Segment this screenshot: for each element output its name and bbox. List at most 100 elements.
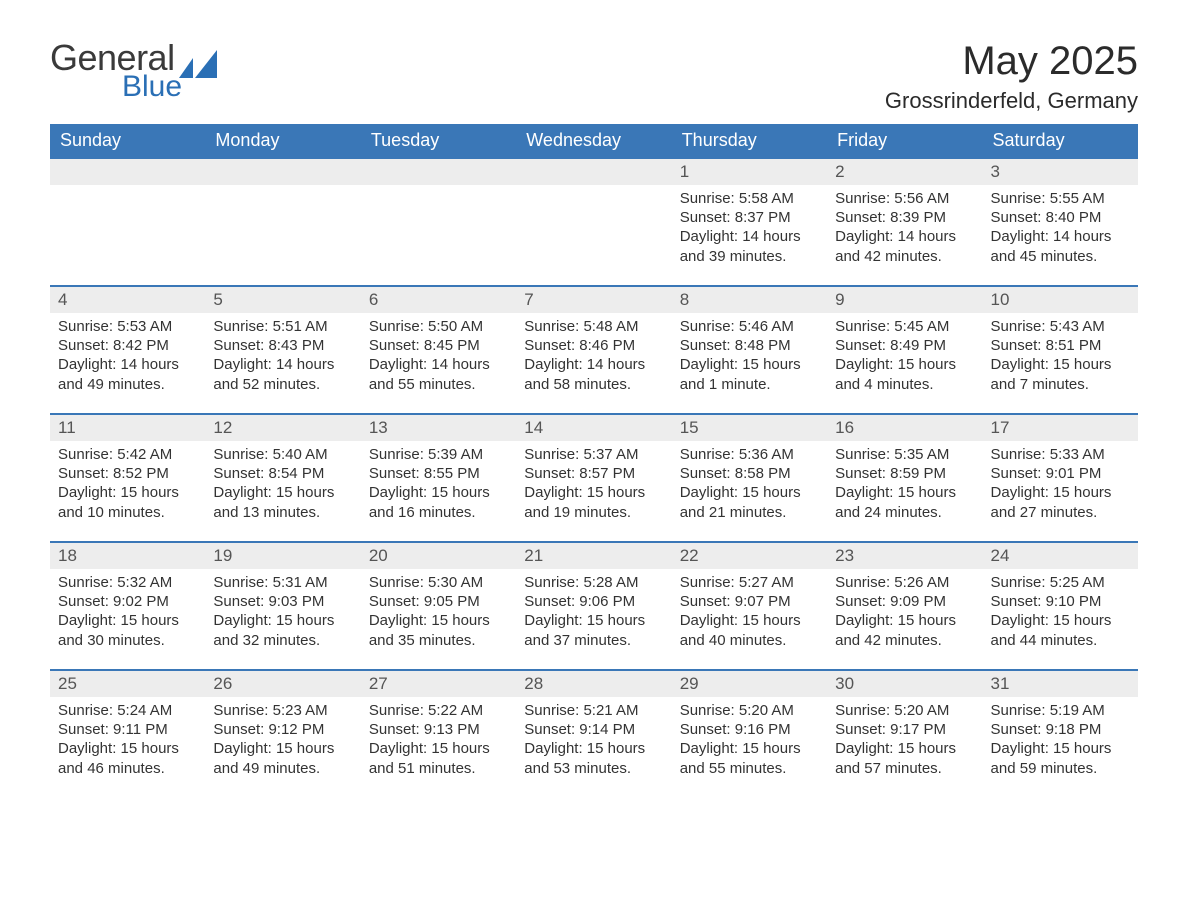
weekday-header: Monday — [205, 124, 360, 157]
sunset-text: Sunset: 8:51 PM — [991, 336, 1130, 355]
page-title: May 2025 — [885, 40, 1138, 82]
day-details: Sunrise: 5:55 AMSunset: 8:40 PMDaylight:… — [983, 185, 1138, 272]
daylight-text: Daylight: 15 hours and 1 minute. — [680, 355, 819, 393]
sunset-text: Sunset: 9:17 PM — [835, 720, 974, 739]
day-details: Sunrise: 5:40 AMSunset: 8:54 PMDaylight:… — [205, 441, 360, 528]
calendar-head: SundayMondayTuesdayWednesdayThursdayFrid… — [50, 124, 1138, 157]
daylight-text: Daylight: 15 hours and 19 minutes. — [524, 483, 663, 521]
sunrise-text: Sunrise: 5:22 AM — [369, 701, 508, 720]
day-number: 19 — [205, 541, 360, 569]
page-subtitle: Grossrinderfeld, Germany — [885, 88, 1138, 114]
weekday-header: Saturday — [983, 124, 1138, 157]
day-number: 11 — [50, 413, 205, 441]
weekday-header: Thursday — [672, 124, 827, 157]
weekday-header: Wednesday — [516, 124, 671, 157]
day-details — [516, 185, 671, 195]
daylight-text: Daylight: 15 hours and 10 minutes. — [58, 483, 197, 521]
daylight-text: Daylight: 15 hours and 4 minutes. — [835, 355, 974, 393]
sunset-text: Sunset: 9:09 PM — [835, 592, 974, 611]
calendar-cell: 31Sunrise: 5:19 AMSunset: 9:18 PMDayligh… — [983, 669, 1138, 797]
day-number — [361, 157, 516, 185]
sunset-text: Sunset: 8:39 PM — [835, 208, 974, 227]
sunset-text: Sunset: 9:16 PM — [680, 720, 819, 739]
daylight-text: Daylight: 15 hours and 13 minutes. — [213, 483, 352, 521]
day-details: Sunrise: 5:31 AMSunset: 9:03 PMDaylight:… — [205, 569, 360, 656]
daylight-text: Daylight: 15 hours and 24 minutes. — [835, 483, 974, 521]
daylight-text: Daylight: 14 hours and 55 minutes. — [369, 355, 508, 393]
sunrise-text: Sunrise: 5:40 AM — [213, 445, 352, 464]
sunrise-text: Sunrise: 5:42 AM — [58, 445, 197, 464]
day-number: 1 — [672, 157, 827, 185]
day-details: Sunrise: 5:39 AMSunset: 8:55 PMDaylight:… — [361, 441, 516, 528]
sunset-text: Sunset: 9:03 PM — [213, 592, 352, 611]
calendar-body: 1Sunrise: 5:58 AMSunset: 8:37 PMDaylight… — [50, 157, 1138, 797]
day-number: 22 — [672, 541, 827, 569]
calendar-cell: 30Sunrise: 5:20 AMSunset: 9:17 PMDayligh… — [827, 669, 982, 797]
calendar-cell: 26Sunrise: 5:23 AMSunset: 9:12 PMDayligh… — [205, 669, 360, 797]
daylight-text: Daylight: 15 hours and 46 minutes. — [58, 739, 197, 777]
sunrise-text: Sunrise: 5:53 AM — [58, 317, 197, 336]
day-number: 5 — [205, 285, 360, 313]
sunset-text: Sunset: 9:07 PM — [680, 592, 819, 611]
day-number — [50, 157, 205, 185]
day-number: 4 — [50, 285, 205, 313]
calendar-cell: 16Sunrise: 5:35 AMSunset: 8:59 PMDayligh… — [827, 413, 982, 541]
calendar-cell: 9Sunrise: 5:45 AMSunset: 8:49 PMDaylight… — [827, 285, 982, 413]
sunrise-text: Sunrise: 5:56 AM — [835, 189, 974, 208]
calendar-cell: 15Sunrise: 5:36 AMSunset: 8:58 PMDayligh… — [672, 413, 827, 541]
day-number: 23 — [827, 541, 982, 569]
day-details: Sunrise: 5:23 AMSunset: 9:12 PMDaylight:… — [205, 697, 360, 784]
calendar-week: 25Sunrise: 5:24 AMSunset: 9:11 PMDayligh… — [50, 669, 1138, 797]
day-details: Sunrise: 5:20 AMSunset: 9:16 PMDaylight:… — [672, 697, 827, 784]
daylight-text: Daylight: 15 hours and 55 minutes. — [680, 739, 819, 777]
daylight-text: Daylight: 15 hours and 7 minutes. — [991, 355, 1130, 393]
day-number: 31 — [983, 669, 1138, 697]
calendar-cell: 17Sunrise: 5:33 AMSunset: 9:01 PMDayligh… — [983, 413, 1138, 541]
day-number: 10 — [983, 285, 1138, 313]
calendar-cell: 25Sunrise: 5:24 AMSunset: 9:11 PMDayligh… — [50, 669, 205, 797]
calendar-cell — [361, 157, 516, 285]
day-details: Sunrise: 5:32 AMSunset: 9:02 PMDaylight:… — [50, 569, 205, 656]
sunset-text: Sunset: 9:05 PM — [369, 592, 508, 611]
day-number: 6 — [361, 285, 516, 313]
day-details: Sunrise: 5:43 AMSunset: 8:51 PMDaylight:… — [983, 313, 1138, 400]
weekday-row: SundayMondayTuesdayWednesdayThursdayFrid… — [50, 124, 1138, 157]
day-details: Sunrise: 5:24 AMSunset: 9:11 PMDaylight:… — [50, 697, 205, 784]
day-details: Sunrise: 5:51 AMSunset: 8:43 PMDaylight:… — [205, 313, 360, 400]
sunset-text: Sunset: 8:43 PM — [213, 336, 352, 355]
calendar-cell — [50, 157, 205, 285]
day-details: Sunrise: 5:21 AMSunset: 9:14 PMDaylight:… — [516, 697, 671, 784]
day-details — [205, 185, 360, 195]
sunset-text: Sunset: 9:01 PM — [991, 464, 1130, 483]
daylight-text: Daylight: 15 hours and 59 minutes. — [991, 739, 1130, 777]
daylight-text: Daylight: 15 hours and 51 minutes. — [369, 739, 508, 777]
calendar-cell: 7Sunrise: 5:48 AMSunset: 8:46 PMDaylight… — [516, 285, 671, 413]
sunrise-text: Sunrise: 5:46 AM — [680, 317, 819, 336]
day-number: 15 — [672, 413, 827, 441]
topbar: General Blue May 2025 Grossrinderfeld, G… — [50, 40, 1138, 114]
day-details: Sunrise: 5:22 AMSunset: 9:13 PMDaylight:… — [361, 697, 516, 784]
day-details: Sunrise: 5:25 AMSunset: 9:10 PMDaylight:… — [983, 569, 1138, 656]
calendar-cell: 3Sunrise: 5:55 AMSunset: 8:40 PMDaylight… — [983, 157, 1138, 285]
day-details: Sunrise: 5:56 AMSunset: 8:39 PMDaylight:… — [827, 185, 982, 272]
calendar-cell: 22Sunrise: 5:27 AMSunset: 9:07 PMDayligh… — [672, 541, 827, 669]
sunset-text: Sunset: 8:55 PM — [369, 464, 508, 483]
sunrise-text: Sunrise: 5:45 AM — [835, 317, 974, 336]
logo-text: General Blue — [50, 40, 223, 106]
daylight-text: Daylight: 15 hours and 16 minutes. — [369, 483, 508, 521]
sunrise-text: Sunrise: 5:50 AM — [369, 317, 508, 336]
day-details: Sunrise: 5:48 AMSunset: 8:46 PMDaylight:… — [516, 313, 671, 400]
day-number: 28 — [516, 669, 671, 697]
sunrise-text: Sunrise: 5:31 AM — [213, 573, 352, 592]
calendar-cell: 24Sunrise: 5:25 AMSunset: 9:10 PMDayligh… — [983, 541, 1138, 669]
daylight-text: Daylight: 14 hours and 58 minutes. — [524, 355, 663, 393]
sunset-text: Sunset: 9:18 PM — [991, 720, 1130, 739]
daylight-text: Daylight: 15 hours and 32 minutes. — [213, 611, 352, 649]
day-number: 3 — [983, 157, 1138, 185]
sunset-text: Sunset: 8:37 PM — [680, 208, 819, 227]
sunset-text: Sunset: 9:13 PM — [369, 720, 508, 739]
day-number: 16 — [827, 413, 982, 441]
sunset-text: Sunset: 9:11 PM — [58, 720, 197, 739]
daylight-text: Daylight: 15 hours and 42 minutes. — [835, 611, 974, 649]
calendar-cell: 2Sunrise: 5:56 AMSunset: 8:39 PMDaylight… — [827, 157, 982, 285]
